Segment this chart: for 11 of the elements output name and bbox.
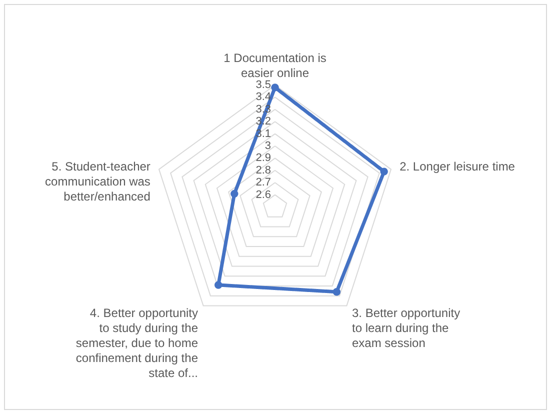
spoke-label: 1 Documentation is easier online [224, 51, 326, 80]
spoke-label: 4. Better opportunity to study during the semester, due to home confinement during the state of... [76, 306, 198, 380]
spoke-label: 5. Student-teacher communication was better/enhanced [45, 160, 150, 204]
y-tick-label: 3 [264, 140, 271, 152]
y-tick-label: 2.8 [256, 164, 271, 176]
y-tick-label: 3.5 [256, 79, 271, 91]
spoke-label: 2. Longer leisure time [400, 160, 516, 174]
y-tick-label: 2.9 [256, 152, 271, 164]
y-tick-label: 2.7 [256, 176, 271, 189]
y-tick-label: 2.6 [256, 188, 271, 201]
spoke-label: 3. Better opportunity to learn during the exam session [352, 306, 460, 350]
